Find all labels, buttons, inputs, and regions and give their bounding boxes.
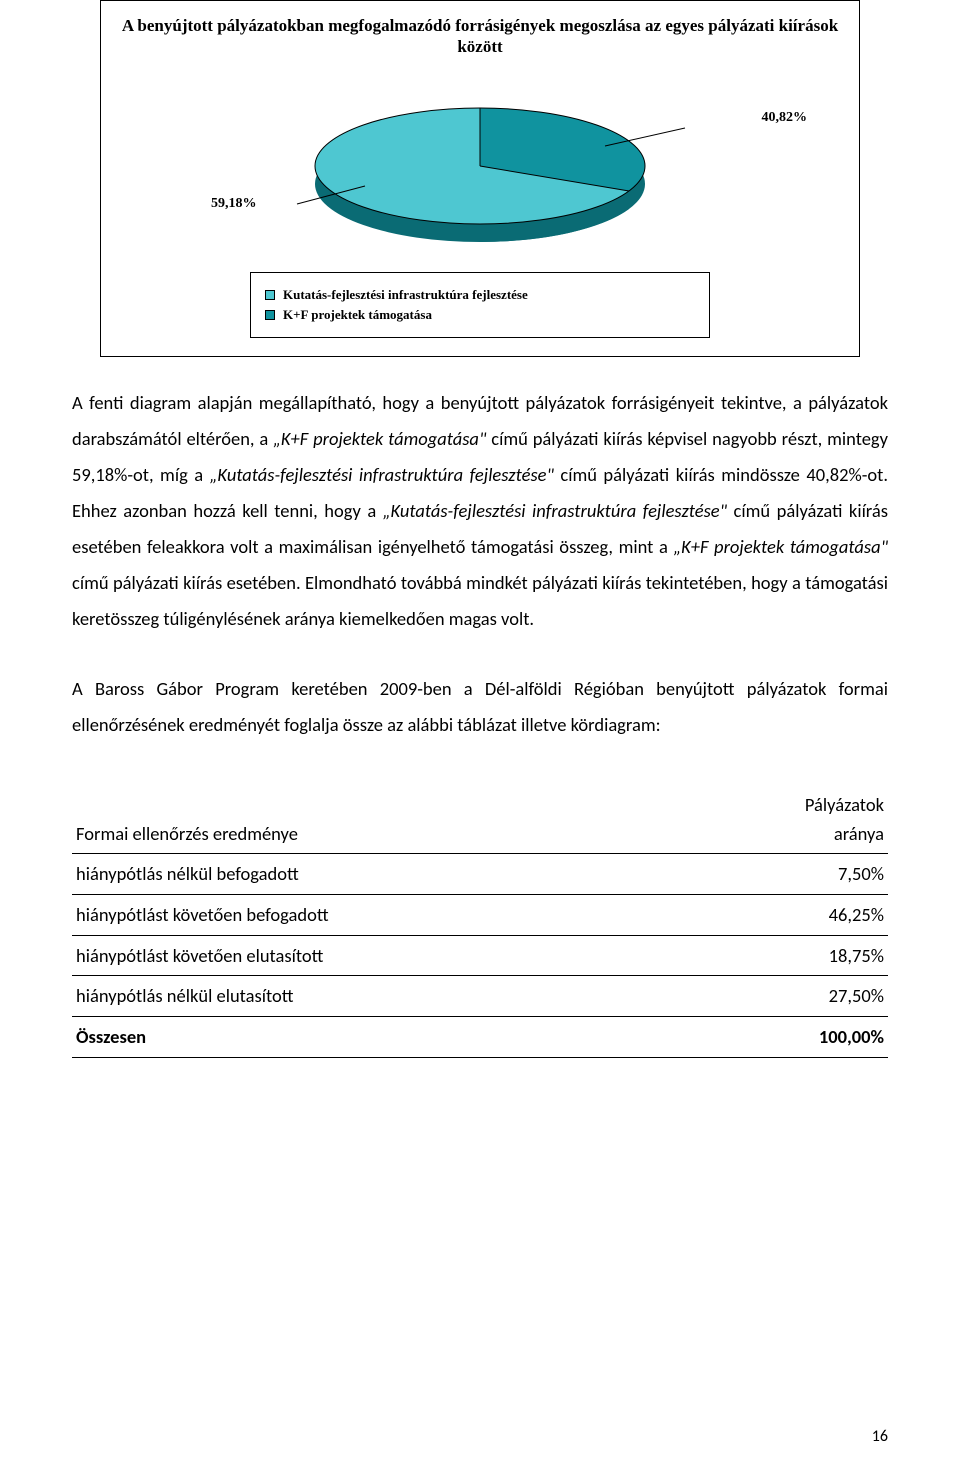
- chart-title: A benyújtott pályázatokban megfogalmazód…: [111, 15, 849, 58]
- pie-svg: [245, 76, 715, 256]
- legend-swatch-2: [265, 310, 275, 320]
- legend-item-2: K+F projektek támogatása: [265, 307, 695, 323]
- p1-i3: „Kutatás-fejlesztési infrastruktúra fejl…: [383, 499, 727, 522]
- table-col1-header: Formai ellenőrzés eredménye: [72, 785, 684, 854]
- p1-i2: „Kutatás-fejlesztési infrastruktúra fejl…: [210, 463, 554, 486]
- row-label: hiánypótlást követően elutasított: [72, 935, 684, 976]
- results-table: Formai ellenőrzés eredménye Pályázatok a…: [72, 785, 888, 1058]
- col2-header-line2: aránya: [834, 822, 884, 845]
- table-row: hiánypótlást követően befogadott 46,25%: [72, 895, 888, 936]
- p1-i1: „K+F projektek támogatása": [273, 427, 486, 450]
- legend-label-2: K+F projektek támogatása: [283, 307, 432, 323]
- legend-swatch-1: [265, 290, 275, 300]
- row-value: 27,50%: [684, 976, 888, 1017]
- table-header-row: Formai ellenőrzés eredménye Pályázatok a…: [72, 785, 888, 854]
- p1-t5: című pályázati kiírás esetében. Elmondha…: [72, 571, 888, 630]
- row-value: 18,75%: [684, 935, 888, 976]
- pie-label-right: 40,82%: [762, 110, 808, 126]
- total-label: Összesen: [72, 1017, 684, 1058]
- row-value: 7,50%: [684, 854, 888, 895]
- table-row: hiánypótlást követően elutasított 18,75%: [72, 935, 888, 976]
- table-total-row: Összesen 100,00%: [72, 1017, 888, 1058]
- table-body: hiánypótlás nélkül befogadott 7,50% hián…: [72, 854, 888, 1057]
- table-row: hiánypótlás nélkül elutasított 27,50%: [72, 976, 888, 1017]
- chart-container: A benyújtott pályázatokban megfogalmazód…: [100, 0, 860, 357]
- paragraph-2: A Baross Gábor Program keretében 2009-be…: [72, 671, 888, 743]
- pie-label-left: 59,18%: [211, 196, 257, 212]
- p1-i4: „K+F projektek támogatása": [673, 535, 888, 558]
- row-value: 46,25%: [684, 895, 888, 936]
- row-label: hiánypótlást követően befogadott: [72, 895, 684, 936]
- table-col2-header: Pályázatok aránya: [684, 785, 888, 854]
- col1-header-text: Formai ellenőrzés eredménye: [76, 822, 298, 845]
- row-label: hiánypótlás nélkül befogadott: [72, 854, 684, 895]
- row-label: hiánypótlás nélkül elutasított: [72, 976, 684, 1017]
- col2-header-line1: Pályázatok: [805, 793, 884, 816]
- legend-item-1: Kutatás-fejlesztési infrastruktúra fejle…: [265, 287, 695, 303]
- total-value: 100,00%: [684, 1017, 888, 1058]
- chart-legend: Kutatás-fejlesztési infrastruktúra fejle…: [250, 272, 710, 338]
- legend-label-1: Kutatás-fejlesztési infrastruktúra fejle…: [283, 287, 528, 303]
- page-number: 16: [872, 1427, 888, 1446]
- table-row: hiánypótlás nélkül befogadott 7,50%: [72, 854, 888, 895]
- paragraph-1: A fenti diagram alapján megállapítható, …: [72, 385, 888, 637]
- pie-chart: 59,18% 40,82%: [111, 76, 849, 266]
